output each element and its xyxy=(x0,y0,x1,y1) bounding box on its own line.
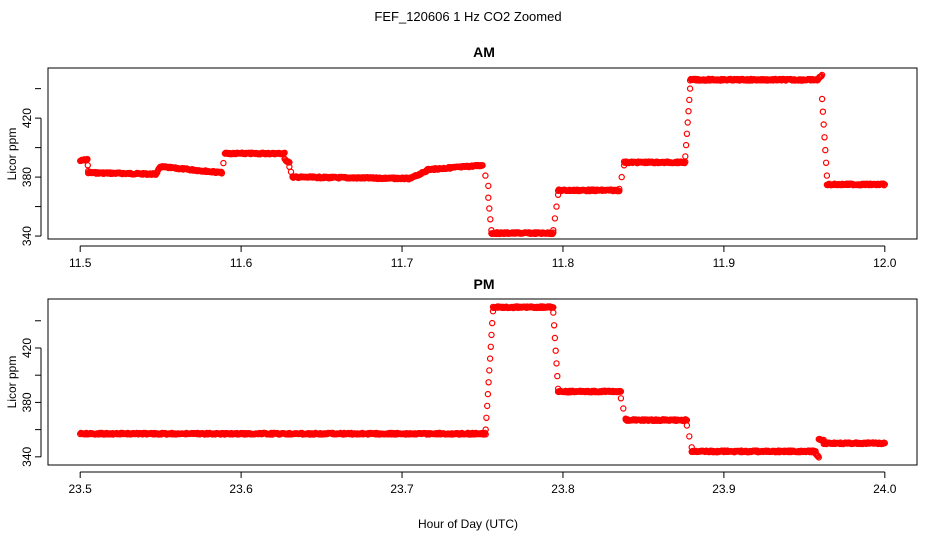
am-data-point xyxy=(550,226,557,234)
pm-data-point xyxy=(552,347,559,354)
pm-data-point xyxy=(620,405,627,412)
am-panel-title: AM xyxy=(473,44,495,60)
am-data-point xyxy=(682,153,689,160)
pm-y-axis-label: Licor ppm xyxy=(5,356,19,409)
pm-series-points xyxy=(76,303,889,461)
am-data-point xyxy=(684,119,691,126)
am-y-axis: 340 380 420 xyxy=(20,88,42,246)
figure-title: FEF_120606 1 Hz CO2 Zoomed xyxy=(374,9,561,24)
pm-y-tick-label: 380 xyxy=(20,392,34,412)
pm-data-point xyxy=(553,360,560,367)
pm-data-point xyxy=(487,343,494,350)
am-x-tick-label: 12.0 xyxy=(873,256,897,270)
am-data-point xyxy=(820,121,827,128)
am-data-point xyxy=(550,229,557,236)
am-data-point xyxy=(682,141,690,149)
pm-x-tick-label: 23.6 xyxy=(229,482,253,496)
am-data-point xyxy=(818,95,826,103)
am-panel: AM 11.5 11.6 11.7 11.8 11.9 12.0 340 380 420 Li… xyxy=(5,44,918,270)
pm-data-point xyxy=(617,395,625,402)
am-x-tick-label: 11.6 xyxy=(230,256,253,270)
am-data-point xyxy=(818,71,826,79)
pm-panel: PM 23.5 23.6 23.7 23.8 23.9 24.0 340 380 420 Li… xyxy=(5,276,918,496)
am-data-point xyxy=(823,172,831,179)
am-x-axis: 11.5 11.6 11.7 11.8 11.9 12.0 xyxy=(69,245,897,270)
pm-data-point xyxy=(881,439,889,447)
pm-data-point xyxy=(482,426,489,433)
pm-data-point xyxy=(686,433,693,440)
am-data-point xyxy=(686,96,693,104)
pm-y-tick-label: 420 xyxy=(20,338,34,358)
pm-panel-title: PM xyxy=(474,276,495,292)
am-data-point xyxy=(482,172,489,179)
am-data-point xyxy=(553,203,560,210)
am-data-point xyxy=(485,182,492,190)
am-data-point xyxy=(218,169,225,176)
am-data-point xyxy=(683,130,691,137)
am-y-tick-label: 340 xyxy=(20,226,34,246)
pm-data-point xyxy=(485,379,492,386)
pm-data-point xyxy=(484,402,491,410)
am-data-point xyxy=(880,181,888,189)
pm-data-point xyxy=(486,355,494,362)
am-data-point xyxy=(616,185,623,193)
am-data-point xyxy=(616,187,623,195)
am-y-tick-label: 420 xyxy=(20,108,34,128)
x-axis-title: Hour of Day (UTC) xyxy=(418,517,518,531)
pm-x-tick-label: 23.8 xyxy=(551,482,575,496)
am-data-point xyxy=(686,85,694,92)
am-x-tick-label: 11.7 xyxy=(391,256,414,270)
pm-data-point xyxy=(483,414,490,421)
am-data-point xyxy=(486,205,493,212)
pm-data-point xyxy=(683,422,691,429)
pm-x-tick-label: 23.7 xyxy=(390,482,414,496)
am-data-point xyxy=(487,216,494,223)
pm-data-point xyxy=(815,454,823,461)
am-data-point xyxy=(551,215,559,222)
am-y-tick-label: 380 xyxy=(20,167,34,187)
pm-data-point xyxy=(617,388,625,395)
am-data-point xyxy=(822,159,830,166)
pm-data-point xyxy=(489,319,496,327)
am-x-tick-label: 11.9 xyxy=(713,256,736,270)
pm-x-tick-label: 24.0 xyxy=(873,482,897,496)
am-data-point xyxy=(485,194,492,201)
am-data-point xyxy=(281,149,288,156)
pm-x-axis: 23.5 23.6 23.7 23.8 23.9 24.0 xyxy=(69,471,897,496)
am-data-point xyxy=(84,162,92,169)
am-data-point xyxy=(479,162,486,169)
pm-y-tick-label: 340 xyxy=(20,447,34,467)
pm-data-point xyxy=(488,331,495,339)
pm-data-point xyxy=(486,367,493,374)
am-series-points xyxy=(76,71,889,238)
pm-data-point xyxy=(484,390,492,398)
am-plot-frame xyxy=(47,67,918,240)
am-data-point xyxy=(819,108,827,115)
pm-x-tick-label: 23.5 xyxy=(69,482,93,496)
pm-data-point xyxy=(550,309,557,316)
am-data-point xyxy=(84,156,91,163)
am-x-tick-label: 11.8 xyxy=(552,256,575,270)
am-data-point xyxy=(685,107,692,115)
pm-data-point xyxy=(551,334,559,342)
am-data-point xyxy=(821,134,828,141)
pm-y-axis: 340 380 420 xyxy=(20,320,42,467)
am-data-point xyxy=(822,146,829,154)
pm-data-point xyxy=(550,322,558,329)
am-x-tick-label: 11.5 xyxy=(69,256,92,270)
am-data-point xyxy=(881,181,889,188)
am-y-axis-label: Licor ppm xyxy=(5,128,19,181)
pm-plot-frame xyxy=(47,298,918,466)
am-data-point xyxy=(618,173,625,181)
pm-x-tick-label: 23.9 xyxy=(712,482,736,496)
am-data-point xyxy=(220,159,227,167)
pm-data-point xyxy=(554,372,561,380)
am-data-point xyxy=(286,159,293,166)
